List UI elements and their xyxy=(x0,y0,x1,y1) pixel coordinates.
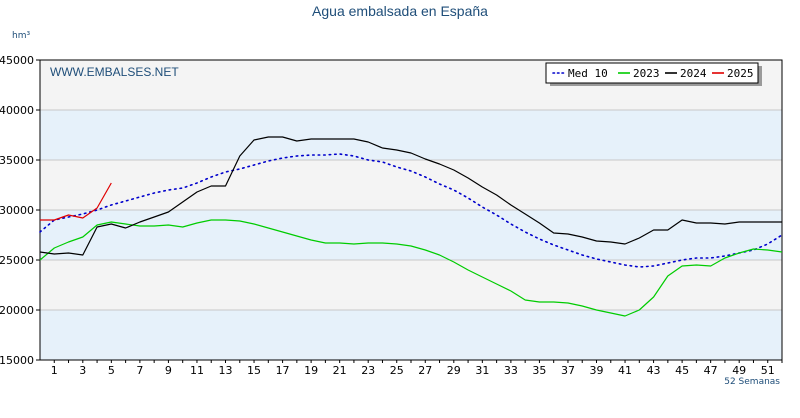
x-tick-label: 41 xyxy=(618,364,632,377)
x-tick-label: 37 xyxy=(561,364,575,377)
legend-label: 2025 xyxy=(727,67,754,80)
band xyxy=(40,210,782,260)
y-tick-label: 30000 xyxy=(0,204,34,217)
legend-label: Med 10 xyxy=(568,67,608,80)
x-tick-label: 13 xyxy=(219,364,233,377)
series-line-2025 xyxy=(40,182,112,221)
x-tick-label: 5 xyxy=(108,364,115,377)
series-line-2023 xyxy=(39,219,783,317)
legend-label: 2024 xyxy=(680,67,707,80)
y-axis-unit: hm³ xyxy=(12,31,30,41)
y-tick-label: 35000 xyxy=(0,154,34,167)
x-tick-label: 9 xyxy=(165,364,172,377)
y-tick-label: 15000 xyxy=(0,354,34,367)
x-tick-label: 45 xyxy=(675,364,689,377)
band xyxy=(40,310,782,360)
legend-items: Med 10 2023 2024 2025 xyxy=(552,67,754,80)
x-tick-label: 33 xyxy=(504,364,518,377)
x-tick-label: 7 xyxy=(136,364,143,377)
y-tick-label: 45000 xyxy=(0,54,34,67)
band xyxy=(40,110,782,160)
legend: Med 10 2023 2024 2025 xyxy=(545,62,762,86)
x-tick-label: 27 xyxy=(418,364,432,377)
series-line-2024 xyxy=(39,136,782,256)
x-tick-label: 35 xyxy=(532,364,546,377)
x-tick-label: 51 xyxy=(761,364,775,377)
x-tick-label: 17 xyxy=(276,364,290,377)
y-tick-label: 40000 xyxy=(0,104,34,117)
x-tick-label: 49 xyxy=(732,364,746,377)
legend-label: 2023 xyxy=(633,67,660,80)
x-tick-label: 21 xyxy=(333,364,347,377)
x-axis-ticks: 1 3 5 7 9 11 13 15 17 19 21 23 25 27 29 31 33 35 37 39 41 43 4… xyxy=(51,360,783,377)
legend-box xyxy=(545,62,759,84)
y-tick-label: 20000 xyxy=(0,304,34,317)
x-tick-label: 3 xyxy=(79,364,86,377)
x-tick-label: 43 xyxy=(647,364,661,377)
x-tick-label: 1 xyxy=(51,364,58,377)
x-tick-label: 25 xyxy=(390,364,404,377)
x-tick-label: 47 xyxy=(704,364,718,377)
x-tick-label: 19 xyxy=(304,364,318,377)
chart-title: Agua embalsada en España xyxy=(312,3,488,19)
x-tick-label: 15 xyxy=(247,364,261,377)
x-tick-label: 23 xyxy=(361,364,375,377)
x-tick-label: 31 xyxy=(475,364,489,377)
x-tick-label: 29 xyxy=(447,364,461,377)
watermark: WWW.EMBALSES.NET xyxy=(50,65,179,79)
series-line-med-10 xyxy=(39,153,783,268)
x-tick-label: 11 xyxy=(190,364,204,377)
y-axis-ticks: 15000 20000 25000 30000 35000 40000 45000 xyxy=(0,54,40,367)
series-lines xyxy=(39,136,783,317)
band xyxy=(40,260,782,310)
band xyxy=(40,160,782,210)
y-tick-label: 25000 xyxy=(0,254,34,267)
x-tick-label: 39 xyxy=(590,364,604,377)
x-axis-label: 52 Semanas xyxy=(724,377,780,387)
